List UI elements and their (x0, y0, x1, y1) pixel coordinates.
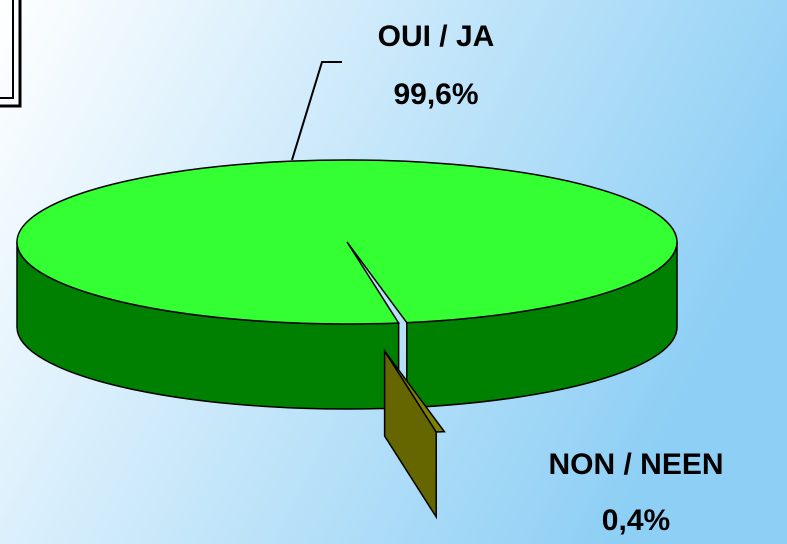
slice-value-label: 99,6% (393, 78, 478, 111)
slice-top (16, 159, 678, 325)
slice-value-label: 0,4% (602, 504, 670, 537)
leader-line (291, 61, 342, 161)
frame (0, 0, 22, 108)
frame (0, 0, 14, 99)
slice-top (383, 350, 446, 433)
slice-label: NON / NEEN (548, 448, 723, 481)
slice-label: OUI / JA (378, 20, 495, 53)
